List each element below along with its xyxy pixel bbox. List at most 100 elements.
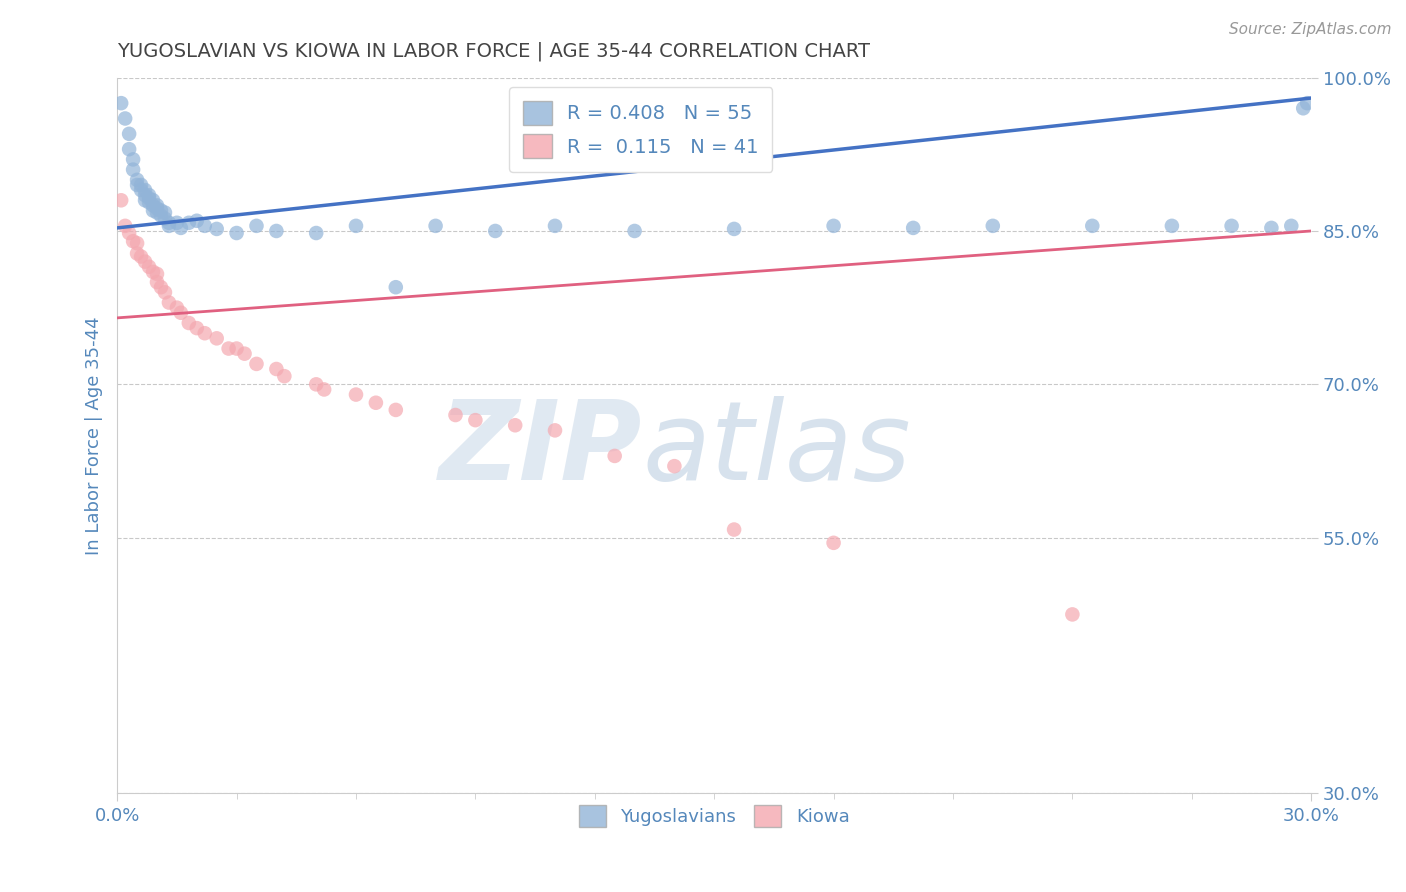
Point [1081,219,1104,233]
Point [142,194,165,208]
Y-axis label: In Labor Force | Age 35-44: In Labor Force | Age 35-44 [86,316,103,555]
Point [134,188,156,202]
Point [385,403,408,417]
Point [305,226,328,240]
Point [1292,101,1315,115]
Point [127,246,149,260]
Point [110,96,132,111]
Point [245,219,267,233]
Point [1220,219,1243,233]
Point [245,357,267,371]
Point [142,198,165,212]
Point [142,203,165,218]
Point [823,219,845,233]
Point [129,183,152,197]
Point [225,226,247,240]
Point [146,267,169,281]
Point [194,326,217,341]
Point [153,205,176,219]
Point [114,219,136,233]
Point [723,222,745,236]
Point [218,342,240,356]
Point [149,209,172,223]
Point [118,142,141,156]
Point [305,377,328,392]
Point [138,195,160,210]
Point [186,213,208,227]
Point [664,459,686,474]
Text: atlas: atlas [643,396,911,503]
Point [129,250,152,264]
Point [114,112,136,126]
Point [153,211,176,226]
Point [118,127,141,141]
Point [425,219,447,233]
Point [623,224,645,238]
Point [138,260,160,274]
Point [723,523,745,537]
Point [122,234,145,248]
Point [1062,607,1084,622]
Point [134,183,156,197]
Point [364,396,387,410]
Point [153,285,176,300]
Point [484,224,506,238]
Point [344,219,367,233]
Point [118,226,141,240]
Point [146,198,169,212]
Point [823,536,845,550]
Point [134,194,156,208]
Point [266,224,288,238]
Point [385,280,408,294]
Point [314,383,336,397]
Point [603,449,626,463]
Point [205,222,228,236]
Point [901,220,924,235]
Point [146,275,169,289]
Text: YUGOSLAVIAN VS KIOWA IN LABOR FORCE | AGE 35-44 CORRELATION CHART: YUGOSLAVIAN VS KIOWA IN LABOR FORCE | AG… [117,42,870,62]
Point [464,413,486,427]
Point [981,219,1004,233]
Point [186,321,208,335]
Point [122,153,145,167]
Point [138,188,160,202]
Point [127,236,149,251]
Point [1279,219,1302,233]
Text: ZIP: ZIP [439,396,643,503]
Point [129,178,152,192]
Point [194,219,217,233]
Point [205,331,228,345]
Point [157,216,180,230]
Text: Source: ZipAtlas.com: Source: ZipAtlas.com [1229,22,1392,37]
Point [273,369,295,384]
Point [1260,220,1282,235]
Point [544,219,567,233]
Point [233,346,256,360]
Point [344,387,367,401]
Point [146,205,169,219]
Point [544,423,567,437]
Point [177,216,200,230]
Point [503,418,526,433]
Point [1296,96,1319,111]
Point [444,408,467,422]
Point [146,202,169,216]
Point [177,316,200,330]
Point [225,342,247,356]
Point [157,219,180,233]
Point [127,173,149,187]
Point [1160,219,1182,233]
Point [157,295,180,310]
Point [170,220,193,235]
Point [170,306,193,320]
Point [122,162,145,177]
Point [149,280,172,294]
Point [142,265,165,279]
Legend: Yugoslavians, Kiowa: Yugoslavians, Kiowa [572,798,856,834]
Point [149,203,172,218]
Point [138,191,160,205]
Point [266,362,288,376]
Point [166,216,188,230]
Point [110,194,132,208]
Point [166,301,188,315]
